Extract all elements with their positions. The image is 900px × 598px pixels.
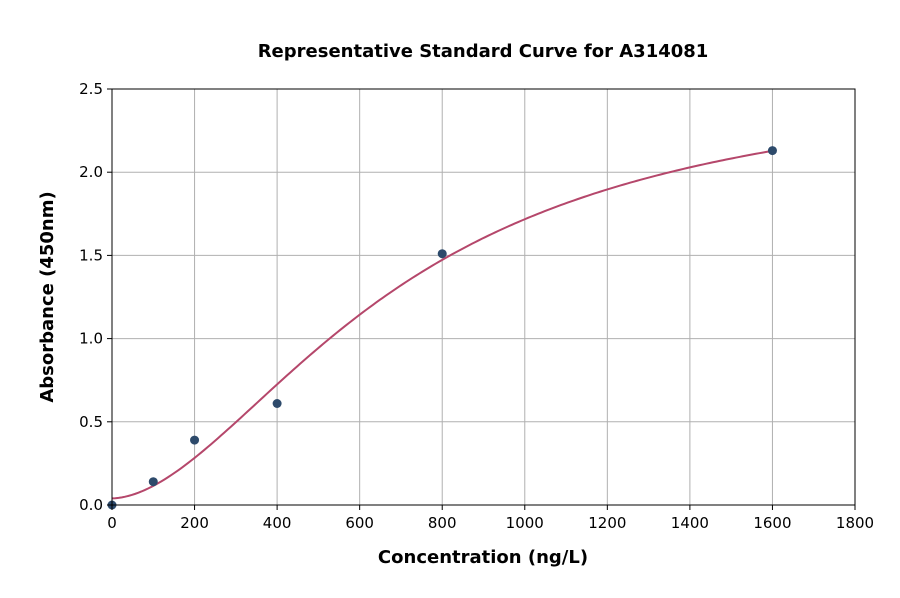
fit-curve-group (111, 149, 773, 500)
x-tick-label: 1000 (506, 514, 544, 532)
x-tick-label: 0 (107, 514, 117, 532)
plot-frame (111, 88, 856, 506)
data-points (107, 146, 777, 510)
x-tick-label: 600 (345, 514, 374, 532)
fit-curve (111, 149, 773, 500)
x-tick-label: 1200 (588, 514, 626, 532)
y-tick-label: 2.5 (79, 80, 103, 98)
x-axis-ticks: 0 200 400 600 800 1000 1200 1400 1600 1800 (107, 505, 874, 532)
data-point (148, 477, 158, 487)
data-point (190, 435, 200, 445)
y-tick-label: 0.0 (79, 496, 103, 514)
x-tick-label: 400 (263, 514, 292, 532)
x-tick-label: 800 (428, 514, 457, 532)
y-axis-label: Absorbance (450nm) (37, 191, 58, 402)
x-tick-label: 1400 (671, 514, 709, 532)
data-point (272, 398, 282, 408)
y-tick-label: 1.5 (79, 246, 103, 264)
x-tick-label: 1600 (753, 514, 791, 532)
data-point (767, 146, 777, 156)
data-point (437, 249, 447, 259)
grid (111, 88, 856, 506)
y-tick-label: 1.0 (79, 330, 103, 348)
x-axis-label: Concentration (ng/L) (378, 547, 588, 568)
y-tick-label: 2.0 (79, 163, 103, 181)
x-tick-label: 1800 (836, 514, 874, 532)
x-tick-label: 200 (180, 514, 209, 532)
chart-title: Representative Standard Curve for A31408… (258, 41, 709, 62)
y-tick-label: 0.5 (79, 413, 103, 431)
y-axis-ticks: 0.0 0.5 1.0 1.5 2.0 2.5 (79, 80, 112, 514)
